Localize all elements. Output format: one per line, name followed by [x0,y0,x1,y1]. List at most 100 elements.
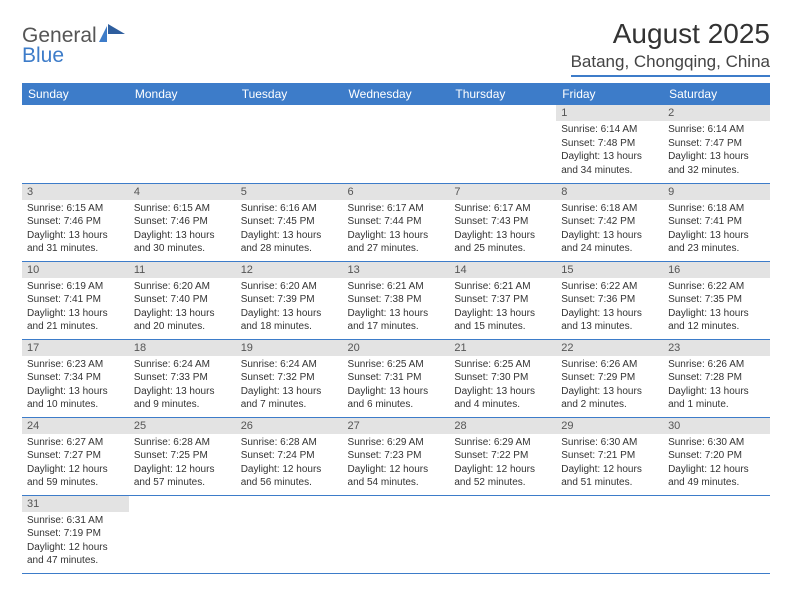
sunrise-line: Sunrise: 6:29 AM [348,436,445,450]
daylight-line: Daylight: 13 hours and 15 minutes. [454,307,551,334]
day-details: Sunrise: 6:25 AMSunset: 7:31 PMDaylight:… [343,356,450,414]
day-cell-empty [343,105,450,183]
day-number: 17 [22,340,129,356]
daylight-line: Daylight: 13 hours and 24 minutes. [561,229,658,256]
sunset-line: Sunset: 7:45 PM [241,215,338,229]
day-number: 29 [556,418,663,434]
day-cell-8: 8Sunrise: 6:18 AMSunset: 7:42 PMDaylight… [556,183,663,261]
daylight-line: Daylight: 13 hours and 9 minutes. [134,385,231,412]
daylight-line: Daylight: 13 hours and 25 minutes. [454,229,551,256]
day-cell-14: 14Sunrise: 6:21 AMSunset: 7:37 PMDayligh… [449,261,556,339]
day-number: 9 [663,184,770,200]
daylight-line: Daylight: 12 hours and 49 minutes. [668,463,765,490]
sunset-line: Sunset: 7:21 PM [561,449,658,463]
day-details: Sunrise: 6:17 AMSunset: 7:44 PMDaylight:… [343,200,450,258]
day-number: 12 [236,262,343,278]
daylight-line: Daylight: 13 hours and 28 minutes. [241,229,338,256]
day-details: Sunrise: 6:20 AMSunset: 7:40 PMDaylight:… [129,278,236,336]
daylight-line: Daylight: 13 hours and 30 minutes. [134,229,231,256]
sunset-line: Sunset: 7:23 PM [348,449,445,463]
daylight-line: Daylight: 13 hours and 2 minutes. [561,385,658,412]
day-cell-empty [663,495,770,573]
day-number: 3 [22,184,129,200]
day-cell-26: 26Sunrise: 6:28 AMSunset: 7:24 PMDayligh… [236,417,343,495]
day-number: 8 [556,184,663,200]
day-cell-1: 1Sunrise: 6:14 AMSunset: 7:48 PMDaylight… [556,105,663,183]
day-number: 2 [663,105,770,121]
sunrise-line: Sunrise: 6:15 AM [27,202,124,216]
sunset-line: Sunset: 7:19 PM [27,527,124,541]
sunrise-line: Sunrise: 6:26 AM [561,358,658,372]
day-cell-4: 4Sunrise: 6:15 AMSunset: 7:46 PMDaylight… [129,183,236,261]
day-cell-6: 6Sunrise: 6:17 AMSunset: 7:44 PMDaylight… [343,183,450,261]
day-number: 19 [236,340,343,356]
sunrise-line: Sunrise: 6:27 AM [27,436,124,450]
sunset-line: Sunset: 7:33 PM [134,371,231,385]
sunset-line: Sunset: 7:39 PM [241,293,338,307]
daylight-line: Daylight: 12 hours and 57 minutes. [134,463,231,490]
day-cell-empty [449,495,556,573]
daylight-line: Daylight: 13 hours and 13 minutes. [561,307,658,334]
daylight-line: Daylight: 13 hours and 20 minutes. [134,307,231,334]
logo: GeneralBlue [22,18,125,68]
header: GeneralBlue August 2025 Batang, Chongqin… [22,18,770,77]
day-cell-24: 24Sunrise: 6:27 AMSunset: 7:27 PMDayligh… [22,417,129,495]
weekday-thursday: Thursday [449,83,556,105]
day-details: Sunrise: 6:24 AMSunset: 7:32 PMDaylight:… [236,356,343,414]
day-number: 27 [343,418,450,434]
sunrise-line: Sunrise: 6:20 AM [241,280,338,294]
sunset-line: Sunset: 7:42 PM [561,215,658,229]
sunrise-line: Sunrise: 6:17 AM [454,202,551,216]
sunset-line: Sunset: 7:30 PM [454,371,551,385]
calendar-row: 24Sunrise: 6:27 AMSunset: 7:27 PMDayligh… [22,417,770,495]
daylight-line: Daylight: 12 hours and 54 minutes. [348,463,445,490]
day-details: Sunrise: 6:18 AMSunset: 7:42 PMDaylight:… [556,200,663,258]
day-cell-30: 30Sunrise: 6:30 AMSunset: 7:20 PMDayligh… [663,417,770,495]
calendar-row: 10Sunrise: 6:19 AMSunset: 7:41 PMDayligh… [22,261,770,339]
sunset-line: Sunset: 7:28 PM [668,371,765,385]
sunrise-line: Sunrise: 6:18 AM [561,202,658,216]
daylight-line: Daylight: 13 hours and 27 minutes. [348,229,445,256]
sunset-line: Sunset: 7:46 PM [134,215,231,229]
day-number: 30 [663,418,770,434]
day-details: Sunrise: 6:30 AMSunset: 7:20 PMDaylight:… [663,434,770,492]
day-cell-20: 20Sunrise: 6:25 AMSunset: 7:31 PMDayligh… [343,339,450,417]
day-details: Sunrise: 6:14 AMSunset: 7:48 PMDaylight:… [556,121,663,179]
daylight-line: Daylight: 13 hours and 4 minutes. [454,385,551,412]
daylight-line: Daylight: 13 hours and 32 minutes. [668,150,765,177]
day-details: Sunrise: 6:16 AMSunset: 7:45 PMDaylight:… [236,200,343,258]
day-cell-9: 9Sunrise: 6:18 AMSunset: 7:41 PMDaylight… [663,183,770,261]
day-number: 11 [129,262,236,278]
day-number: 1 [556,105,663,121]
sunset-line: Sunset: 7:27 PM [27,449,124,463]
sunrise-line: Sunrise: 6:23 AM [27,358,124,372]
weekday-wednesday: Wednesday [343,83,450,105]
day-cell-29: 29Sunrise: 6:30 AMSunset: 7:21 PMDayligh… [556,417,663,495]
day-number: 14 [449,262,556,278]
day-number: 31 [22,496,129,512]
weekday-sunday: Sunday [22,83,129,105]
calendar-row: 17Sunrise: 6:23 AMSunset: 7:34 PMDayligh… [22,339,770,417]
sunrise-line: Sunrise: 6:17 AM [348,202,445,216]
weekday-tuesday: Tuesday [236,83,343,105]
day-number: 23 [663,340,770,356]
sunrise-line: Sunrise: 6:14 AM [668,123,765,137]
daylight-line: Daylight: 13 hours and 23 minutes. [668,229,765,256]
day-cell-3: 3Sunrise: 6:15 AMSunset: 7:46 PMDaylight… [22,183,129,261]
day-details: Sunrise: 6:21 AMSunset: 7:37 PMDaylight:… [449,278,556,336]
sunrise-line: Sunrise: 6:24 AM [241,358,338,372]
day-number: 25 [129,418,236,434]
day-details: Sunrise: 6:28 AMSunset: 7:24 PMDaylight:… [236,434,343,492]
day-details: Sunrise: 6:21 AMSunset: 7:38 PMDaylight:… [343,278,450,336]
sunset-line: Sunset: 7:44 PM [348,215,445,229]
daylight-line: Daylight: 12 hours and 51 minutes. [561,463,658,490]
sunset-line: Sunset: 7:20 PM [668,449,765,463]
sunset-line: Sunset: 7:41 PM [668,215,765,229]
weekday-saturday: Saturday [663,83,770,105]
day-number: 22 [556,340,663,356]
day-cell-empty [236,495,343,573]
day-details: Sunrise: 6:26 AMSunset: 7:29 PMDaylight:… [556,356,663,414]
sunrise-line: Sunrise: 6:31 AM [27,514,124,528]
sunset-line: Sunset: 7:46 PM [27,215,124,229]
day-cell-12: 12Sunrise: 6:20 AMSunset: 7:39 PMDayligh… [236,261,343,339]
